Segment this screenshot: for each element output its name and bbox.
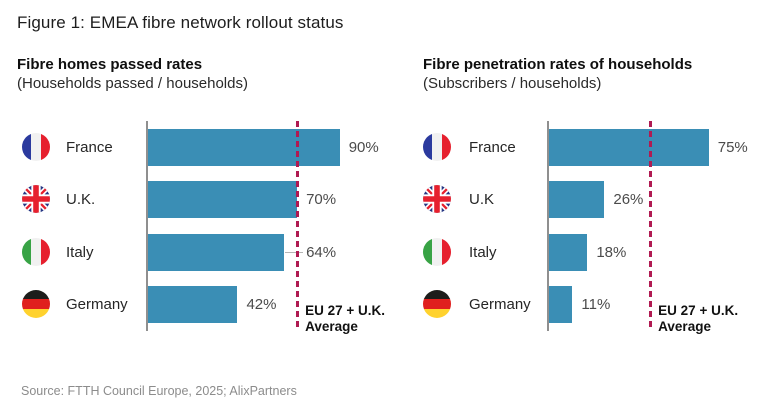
average-line-label: EU 27 + U.K. Average: [658, 303, 738, 335]
value-bar: [549, 234, 588, 271]
value-label: 26%: [613, 191, 644, 208]
leader-line: [285, 252, 304, 253]
value-label: 75%: [717, 139, 748, 156]
average-reference-line: [648, 121, 652, 331]
value-label: 70%: [306, 191, 337, 208]
value-label: 64%: [306, 244, 337, 261]
country-label: Germany: [469, 296, 531, 313]
y-axis-line: [146, 121, 148, 331]
average-line-label: EU 27 + U.K. Average: [305, 303, 385, 335]
chart-row-uk: U.K 26%: [0, 181, 768, 218]
value-bar: [148, 129, 340, 166]
average-reference-line: [295, 121, 299, 331]
chart-row-germany: Germany 42%: [0, 286, 768, 323]
france-flag-icon: [22, 133, 50, 161]
source-text: Source: FTTH Council Europe, 2025; AlixP…: [21, 384, 297, 398]
value-label: 42%: [246, 296, 277, 313]
average-line-label-line2: Average: [305, 319, 358, 334]
germany-flag-icon: [22, 290, 50, 318]
uk-flag-icon: [22, 185, 50, 213]
country-label: Germany: [66, 296, 128, 313]
chart-title: Fibre penetration rates of households: [423, 56, 693, 73]
average-line-label-line1: EU 27 + U.K.: [305, 303, 385, 318]
chart-row-italy: Italy 18%: [0, 234, 768, 271]
value-label: 90%: [348, 139, 379, 156]
y-axis-line: [547, 121, 549, 331]
chart-row-france: France 75%: [0, 129, 768, 166]
chart-row-france: France 90%: [0, 129, 768, 166]
italy-flag-icon: [423, 238, 451, 266]
country-label: France: [469, 139, 516, 156]
chart-subtitle: (Subscribers / households): [423, 75, 602, 92]
value-bar: [148, 286, 238, 323]
chart-title: Fibre homes passed rates: [17, 56, 203, 73]
chart-row-italy: Italy 64%: [0, 234, 768, 271]
country-label: Italy: [469, 244, 497, 261]
italy-flag-icon: [22, 238, 50, 266]
value-bar: [549, 129, 709, 166]
france-flag-icon: [423, 133, 451, 161]
country-label: U.K.: [66, 191, 96, 208]
average-line-label-line1: EU 27 + U.K.: [658, 303, 739, 318]
value-bar: [549, 286, 573, 323]
country-label: U.K: [469, 191, 495, 208]
germany-flag-icon: [423, 290, 451, 318]
value-bar: [549, 181, 605, 218]
country-label: France: [66, 139, 113, 156]
chart-row-germany: Germany 11%: [0, 286, 768, 323]
value-label: 18%: [596, 244, 627, 261]
chart-row-uk: U.K. 70%: [0, 181, 768, 218]
chart-subtitle: (Households passed / households): [17, 75, 248, 92]
figure-title: Figure 1: EMEA fibre network rollout sta…: [17, 13, 344, 32]
average-line-label-line2: Average: [658, 319, 711, 334]
value-label: 11%: [581, 296, 611, 313]
uk-flag-icon: [423, 185, 451, 213]
value-bar: [148, 234, 285, 271]
value-bar: [148, 181, 298, 218]
country-label: Italy: [66, 244, 94, 261]
